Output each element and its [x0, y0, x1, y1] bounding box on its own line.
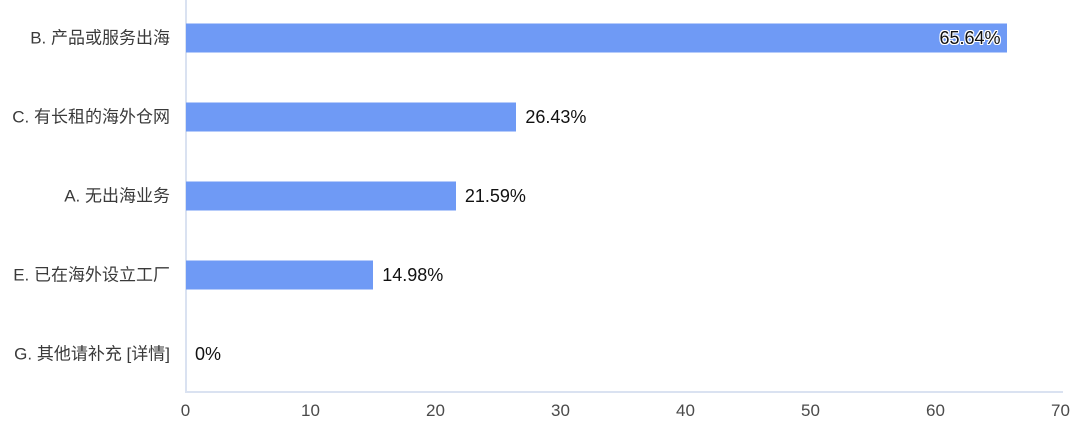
x-axis-tick-label: 40: [676, 401, 695, 420]
x-axis-tick-label: 20: [426, 401, 445, 420]
bar: [186, 181, 456, 210]
value-label: 65.64%: [939, 27, 1001, 48]
category-label: C. 有长租的海外仓网: [12, 107, 170, 126]
y-axis-line: [184, 0, 187, 392]
x-axis-line: [184, 390, 1063, 393]
category-label: A. 无出海业务: [64, 186, 170, 205]
category-label: B. 产品或服务出海: [30, 28, 170, 47]
value-label: 14.98%: [382, 264, 444, 285]
category-label: G. 其他请补充 [详情]: [14, 344, 170, 363]
value-label: 0%: [195, 343, 222, 364]
x-axis-tick-label: 0: [180, 401, 191, 420]
x-axis-tick-label: 10: [301, 401, 320, 420]
x-axis-tick-label: 70: [1051, 401, 1070, 420]
x-axis-tick-label: 60: [926, 401, 945, 420]
x-axis-tick-label: 50: [801, 401, 820, 420]
bar: [186, 102, 517, 131]
category-label: E. 已在海外设立工厂: [13, 265, 170, 284]
bar: [186, 23, 1007, 52]
x-axis-tick-label: 30: [551, 401, 570, 420]
bar: [186, 260, 374, 289]
value-label: 21.59%: [464, 185, 526, 206]
value-label: 26.43%: [525, 106, 587, 127]
